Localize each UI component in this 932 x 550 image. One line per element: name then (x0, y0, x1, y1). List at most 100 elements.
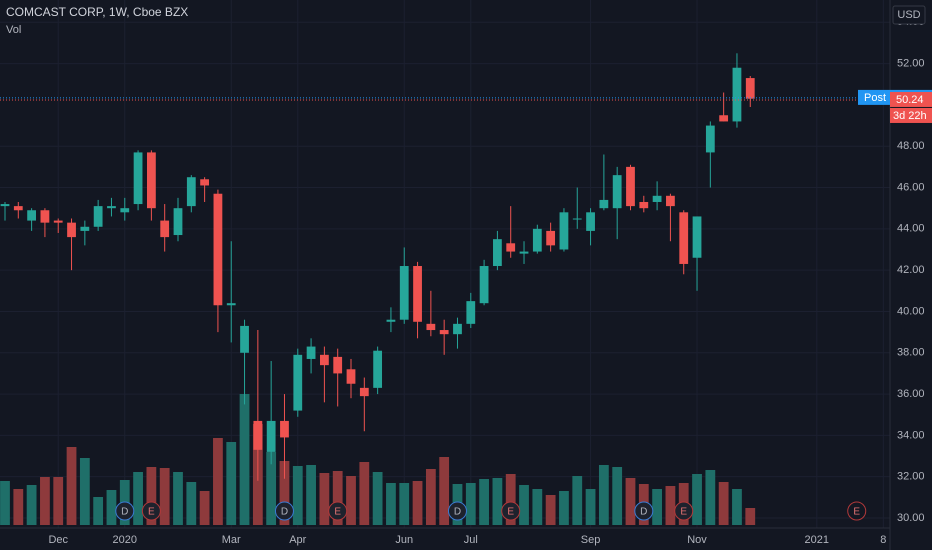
countdown: 3d 22h (893, 110, 927, 122)
volume-bar (40, 477, 50, 525)
currency-box[interactable] (892, 5, 926, 25)
y-tick-label: 44.00 (897, 223, 925, 235)
volume-bar (745, 508, 756, 525)
y-tick-label: 40.00 (897, 305, 925, 317)
volume-bar (598, 465, 609, 525)
candle-body (133, 152, 143, 205)
candle-body (80, 226, 90, 231)
volume-bar (133, 472, 143, 525)
candle-body (453, 323, 462, 335)
candle-body (506, 243, 516, 252)
volume-bar (399, 483, 410, 525)
volume-bar (199, 491, 210, 525)
event-label: D (454, 507, 461, 518)
candle-body (652, 195, 662, 202)
candle-body (253, 420, 263, 450)
event-label: D (640, 507, 647, 518)
y-tick-label: 38.00 (897, 347, 925, 359)
candle-body (306, 346, 316, 359)
volume-bar (692, 474, 702, 525)
candle-body (559, 212, 569, 250)
volume-bar (505, 474, 516, 525)
volume-bar (532, 489, 543, 525)
volume-bar (412, 481, 423, 525)
candle-body (27, 210, 36, 221)
candle-body (426, 323, 436, 331)
volume-bar (705, 470, 716, 525)
candle-body (67, 222, 76, 238)
volume-bar (26, 485, 37, 525)
volume-bar (652, 489, 662, 525)
candle-body (586, 212, 595, 231)
candle-body (599, 199, 609, 209)
currency[interactable]: USD (897, 9, 920, 21)
candle-body (666, 195, 675, 207)
y-tick-label: 32.00 (897, 471, 925, 483)
candle-body (359, 387, 369, 397)
event-label: E (680, 507, 687, 518)
candle-body (107, 206, 116, 209)
event-label: D (121, 507, 128, 518)
candle-body (53, 220, 63, 223)
last-badge (890, 91, 932, 107)
volume-bar (93, 497, 104, 525)
volume-bar (0, 481, 10, 525)
volume-bar (625, 478, 636, 525)
y-tick-label: 46.00 (897, 181, 925, 193)
post-label: Post (864, 92, 886, 104)
chart-title: COMCAST CORP, 1W, Cboe BZX (6, 5, 188, 19)
candle-body (0, 204, 10, 207)
candle-body (320, 354, 329, 366)
candle-body (413, 266, 422, 322)
event-marker (847, 501, 867, 521)
event-marker (115, 501, 135, 521)
candle-body (612, 175, 622, 209)
volume-bar (266, 452, 277, 525)
candle-body (186, 177, 196, 207)
candle-body (692, 216, 702, 258)
event-marker (634, 501, 654, 521)
candle-body (40, 210, 50, 223)
x-tick-label: Jul (464, 534, 478, 546)
candle-body (705, 125, 715, 153)
candle-body (160, 220, 170, 238)
volume-bar (372, 472, 383, 525)
x-tick-label: Apr (289, 534, 306, 546)
event-marker (328, 501, 348, 521)
x-tick-label: Mar (222, 534, 241, 546)
x-tick-label: 8 (880, 534, 886, 546)
volume-bar (159, 468, 170, 525)
candle-body (572, 218, 582, 220)
volume-bar (213, 438, 223, 525)
volume-bar (279, 461, 290, 525)
event-marker (674, 501, 694, 521)
volume-bar (346, 476, 356, 525)
candle-body (200, 179, 210, 186)
volume-bar (665, 486, 676, 525)
countdown-badge (890, 107, 932, 123)
candle-body (266, 420, 276, 452)
volume-bar (545, 495, 556, 525)
candle-body (639, 201, 649, 209)
candle-body (346, 369, 356, 384)
volume-pane (0, 394, 756, 525)
candle-body (546, 230, 556, 246)
x-tick-label: Sep (581, 534, 601, 546)
volume-bar (66, 447, 77, 525)
volume-bar (585, 489, 596, 525)
y-tick-label: 48.00 (897, 140, 925, 152)
volume-bar (106, 490, 117, 525)
event-marker (447, 501, 467, 521)
last-price: 50.24 (896, 94, 924, 106)
volume-bar (239, 394, 250, 525)
x-tick-label: Jun (395, 534, 413, 546)
volume-bar (559, 491, 569, 525)
candle-body (679, 212, 689, 264)
candle-body (240, 325, 249, 353)
candle-body (293, 354, 303, 411)
volume-bar (13, 489, 24, 525)
candle-body (386, 319, 396, 322)
candle-body (213, 193, 223, 306)
event-label: E (507, 507, 514, 518)
